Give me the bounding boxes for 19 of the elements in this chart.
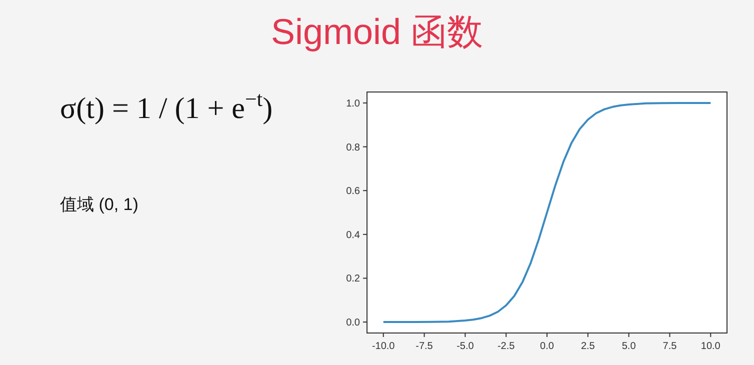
text: 值域 (0, 1) — [60, 195, 138, 214]
y-tick-label: 1.0 — [346, 98, 360, 110]
x-tick-label: 5.0 — [622, 341, 636, 352]
line-series — [382, 102, 712, 324]
x-tick-label: -5.0 — [456, 341, 474, 352]
chart-title: Sigmoid 函数 — [270, 11, 484, 52]
y-tick-label: 0.8 — [346, 142, 360, 154]
x-tick-label: 2.5 — [580, 341, 596, 352]
x-tick-label: 7.5 — [662, 341, 678, 352]
text: σ(t) = 1 / (1 + e$^{−t}$) — [60, 87, 273, 125]
y-tick-label: 0.4 — [346, 230, 360, 241]
x-tick-label: -2.5 — [497, 341, 516, 352]
y-tick-label: 0.0 — [346, 318, 360, 329]
y-tick-label: 0.6 — [346, 186, 360, 198]
x-tick-label: -7.5 — [416, 341, 434, 352]
y-tick-label: 0.2 — [346, 274, 360, 285]
x-tick-label: -10.0 — [372, 341, 396, 352]
x-tick-label: 0.0 — [540, 341, 554, 352]
x-tick-label: 10.0 — [700, 341, 721, 352]
